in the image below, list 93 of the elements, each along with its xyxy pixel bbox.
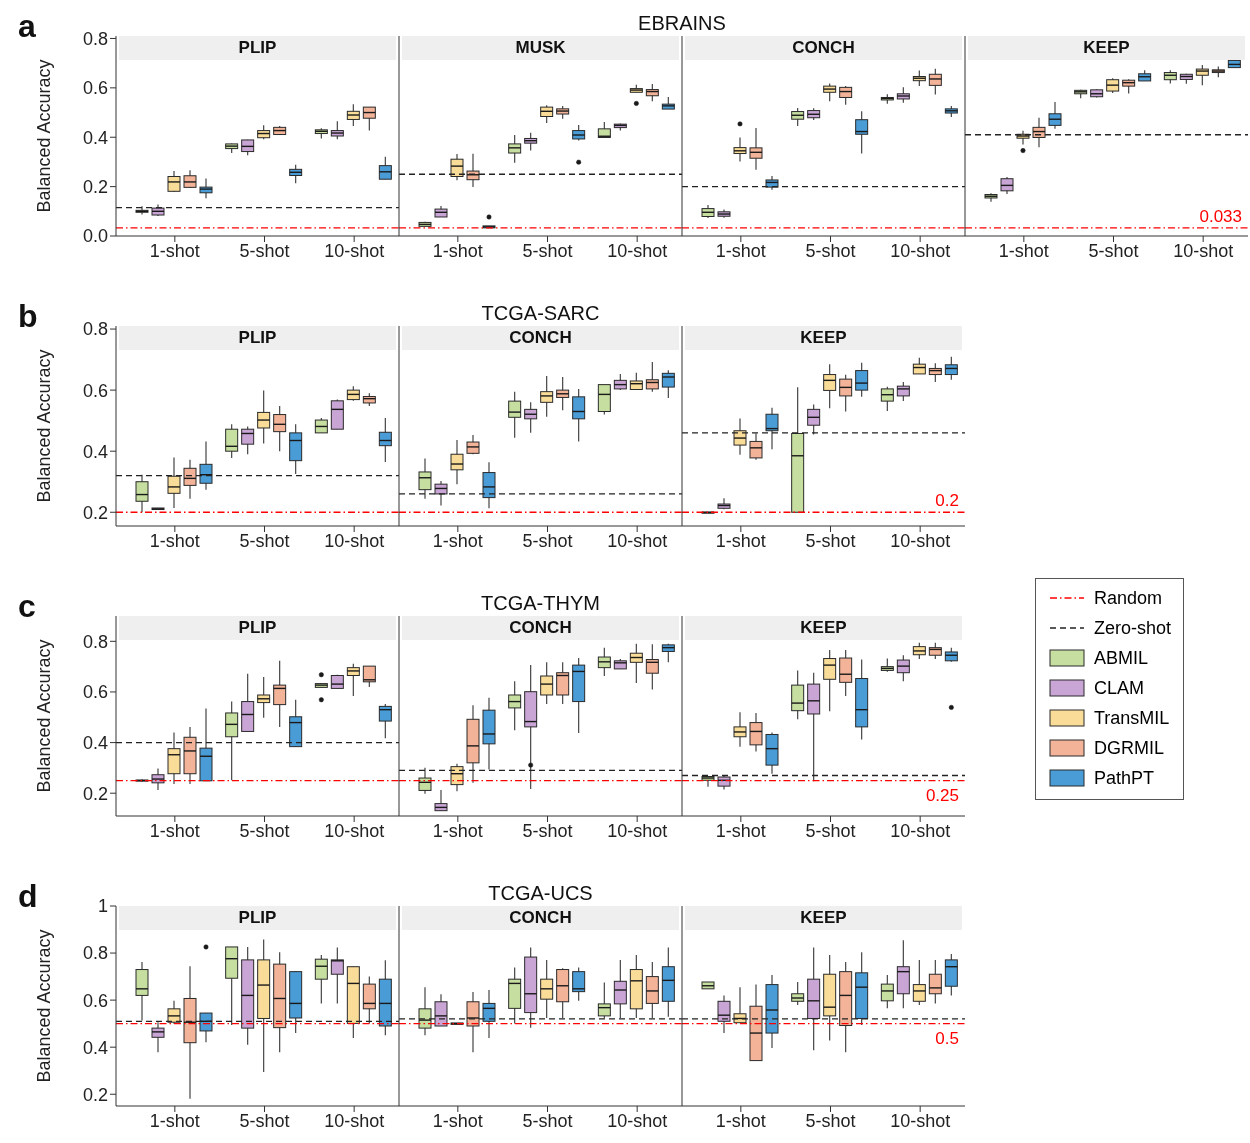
y-tick-label: 0.0	[82, 226, 108, 247]
x-tick-label: 1-shot	[149, 820, 200, 841]
legend-label: CLAM	[1094, 677, 1145, 699]
y-tick-label: 0.6	[82, 78, 108, 99]
ref-line-label: 0.2	[935, 491, 959, 511]
x-tick-label: 1-shot	[432, 240, 483, 261]
x-tick-label: 5-shot	[1088, 240, 1139, 261]
x-tick-label: 1-shot	[149, 240, 200, 261]
x-tick-label: 10-shot	[1173, 240, 1234, 261]
legend-label: PathPT	[1094, 767, 1155, 789]
x-tick-label: 1-shot	[715, 530, 766, 551]
legend-label: Zero-shot	[1094, 617, 1172, 639]
x-tick-label: 1-shot	[149, 1110, 200, 1131]
x-tick-label: 5-shot	[239, 1110, 290, 1131]
x-tick-label: 5-shot	[805, 820, 856, 841]
x-tick-label: 10-shot	[607, 240, 668, 261]
text: EBRAINS	[637, 12, 727, 35]
y-tick-label: 0.2	[82, 1084, 108, 1105]
x-tick-label: 10-shot	[324, 240, 385, 261]
x-tick-label: 5-shot	[522, 820, 573, 841]
y-tick-label: 0.2	[82, 783, 108, 804]
y-tick-label: 0.4	[82, 441, 108, 462]
x-tick-label: 10-shot	[607, 530, 668, 551]
y-axis-title: Balanced Accuracy	[34, 639, 55, 793]
legend-label: Random	[1094, 587, 1163, 609]
title-strip: CONCH	[402, 326, 679, 350]
y-tick-label: 0.6	[82, 380, 108, 401]
x-tick-label: 1-shot	[432, 820, 483, 841]
x-tick-label: 1-shot	[715, 1110, 766, 1131]
text: TCGA-THYM	[480, 592, 601, 615]
title-strip: PLIP	[119, 326, 396, 350]
x-tick-label: 10-shot	[324, 1110, 385, 1131]
x-tick-label: 1-shot	[715, 820, 766, 841]
title-strip: PLIP	[119, 36, 396, 60]
title-strip: KEEP	[685, 906, 962, 930]
title-strip: CONCH	[402, 906, 679, 930]
x-tick-label: 1-shot	[432, 1110, 483, 1131]
x-tick-label: 1-shot	[998, 240, 1049, 261]
x-tick-label: 10-shot	[890, 240, 951, 261]
y-tick-label: 0.8	[82, 319, 108, 340]
title-strip: PLIP	[119, 906, 396, 930]
text: a	[18, 8, 36, 45]
y-tick-label: 0.8	[82, 28, 108, 49]
y-tick-label: 0.8	[82, 631, 108, 652]
title-strip: PLIP	[119, 616, 396, 640]
x-tick-label: 10-shot	[890, 1110, 951, 1131]
y-tick-label: 0.2	[82, 177, 108, 198]
x-tick-label: 10-shot	[324, 530, 385, 551]
legend-label: TransMIL	[1094, 707, 1170, 729]
x-tick-label: 1-shot	[149, 530, 200, 551]
ref-line-label: 0.5	[935, 1028, 959, 1048]
y-tick-label: 0.8	[82, 943, 108, 964]
x-tick-label: 5-shot	[805, 1110, 856, 1131]
text: TCGA-SARC	[480, 302, 601, 325]
x-tick-label: 10-shot	[890, 530, 951, 551]
x-tick-label: 5-shot	[522, 1110, 573, 1131]
y-tick-label: 0.4	[82, 127, 108, 148]
title-strip: KEEP	[968, 36, 1245, 60]
x-tick-label: 10-shot	[607, 820, 668, 841]
ref-line-label: 0.25	[925, 785, 959, 805]
y-tick-label: 0.6	[82, 682, 108, 703]
title-strip: CONCH	[685, 36, 962, 60]
x-tick-label: 10-shot	[890, 820, 951, 841]
y-tick-label: 0.4	[82, 1037, 108, 1058]
title-strip: KEEP	[685, 616, 962, 640]
y-tick-label: 0.4	[82, 732, 108, 753]
y-axis-title: Balanced Accuracy	[34, 929, 55, 1083]
x-tick-label: 5-shot	[805, 240, 856, 261]
text: c	[18, 588, 36, 625]
y-tick-label: 1	[97, 896, 108, 917]
legend-label: ABMIL	[1094, 647, 1149, 669]
x-tick-label: 10-shot	[324, 820, 385, 841]
x-tick-label: 5-shot	[239, 530, 290, 551]
title-strip: CONCH	[402, 616, 679, 640]
y-axis-title: Balanced Accuracy	[34, 59, 55, 213]
ref-line-label: 0.033	[1199, 206, 1242, 226]
y-tick-label: 0.2	[82, 502, 108, 523]
title-strip: MUSK	[402, 36, 679, 60]
text: d	[18, 878, 38, 915]
text: b	[18, 298, 38, 335]
x-tick-label: 1-shot	[432, 530, 483, 551]
x-tick-label: 10-shot	[607, 1110, 668, 1131]
x-tick-label: 5-shot	[805, 530, 856, 551]
x-tick-label: 5-shot	[239, 240, 290, 261]
title-strip: KEEP	[685, 326, 962, 350]
text: TCGA-UCS	[487, 882, 594, 905]
x-tick-label: 5-shot	[522, 530, 573, 551]
x-tick-label: 5-shot	[239, 820, 290, 841]
y-axis-title: Balanced Accuracy	[34, 349, 55, 503]
y-tick-label: 0.6	[82, 990, 108, 1011]
x-tick-label: 1-shot	[715, 240, 766, 261]
x-tick-label: 5-shot	[522, 240, 573, 261]
legend-label: DGRMIL	[1094, 737, 1165, 759]
